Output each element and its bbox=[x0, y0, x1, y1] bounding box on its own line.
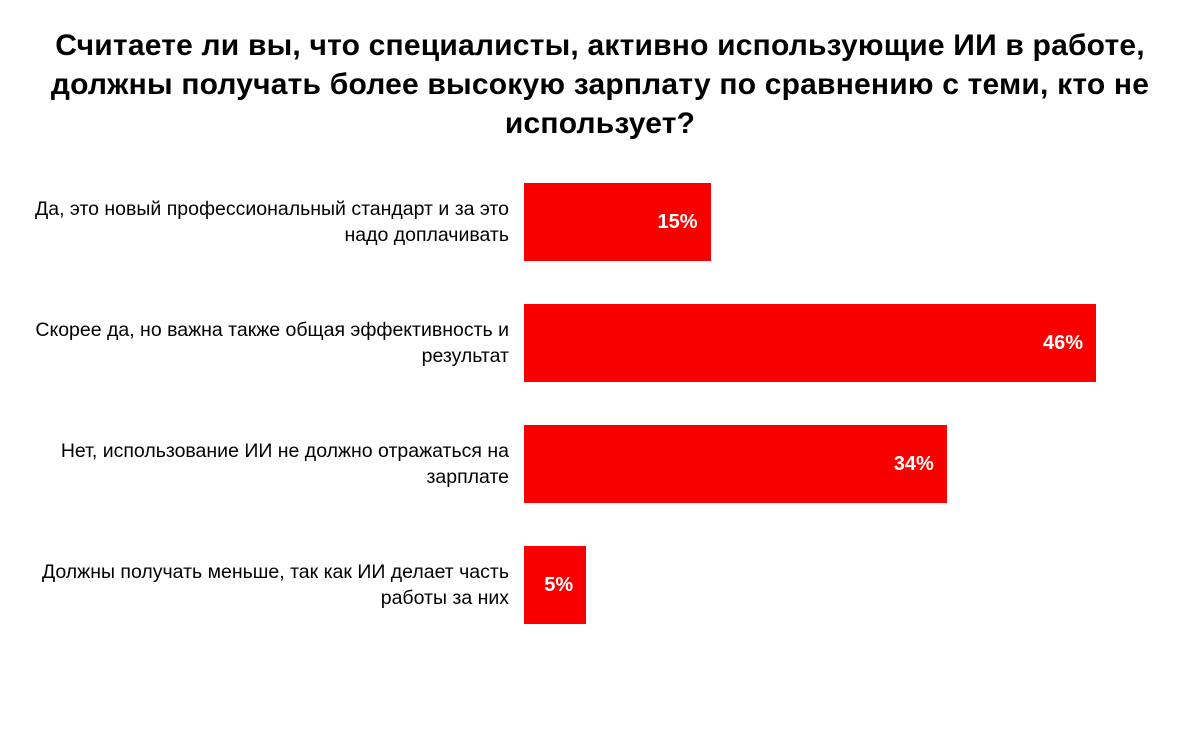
category-label: Нет, использование ИИ не должно отражать… bbox=[60, 440, 509, 488]
bar-row: Скорее да, но важна также общая эффектив… bbox=[0, 304, 1200, 382]
chart-rows: Да, это новый профессиональный стандарт … bbox=[0, 183, 1200, 624]
value-label: 5% bbox=[544, 573, 574, 596]
category-label: Должны получать меньше, так как ИИ делае… bbox=[41, 561, 509, 609]
bar-track: 15% bbox=[524, 183, 1200, 261]
bar: 5% bbox=[524, 546, 587, 624]
category-label: Скорее да, но важна также общая эффектив… bbox=[35, 319, 509, 367]
bar-track: 5% bbox=[524, 546, 1200, 624]
bar-row: Нет, использование ИИ не должно отражать… bbox=[0, 425, 1200, 503]
chart-title: Считаете ли вы, что специалисты, активно… bbox=[50, 29, 1150, 140]
value-label: 46% bbox=[1042, 331, 1083, 354]
bar-track: 46% bbox=[524, 304, 1200, 382]
value-label: 34% bbox=[893, 452, 934, 475]
bar: 34% bbox=[524, 425, 947, 503]
value-label: 15% bbox=[657, 210, 698, 233]
bar-row: Да, это новый профессиональный стандарт … bbox=[0, 183, 1200, 261]
bar-track: 34% bbox=[524, 425, 1200, 503]
bar-row: Должны получать меньше, так как ИИ делае… bbox=[0, 546, 1200, 624]
bar: 15% bbox=[524, 183, 711, 261]
category-label: Да, это новый профессиональный стандарт … bbox=[35, 198, 509, 246]
bar: 46% bbox=[524, 304, 1096, 382]
